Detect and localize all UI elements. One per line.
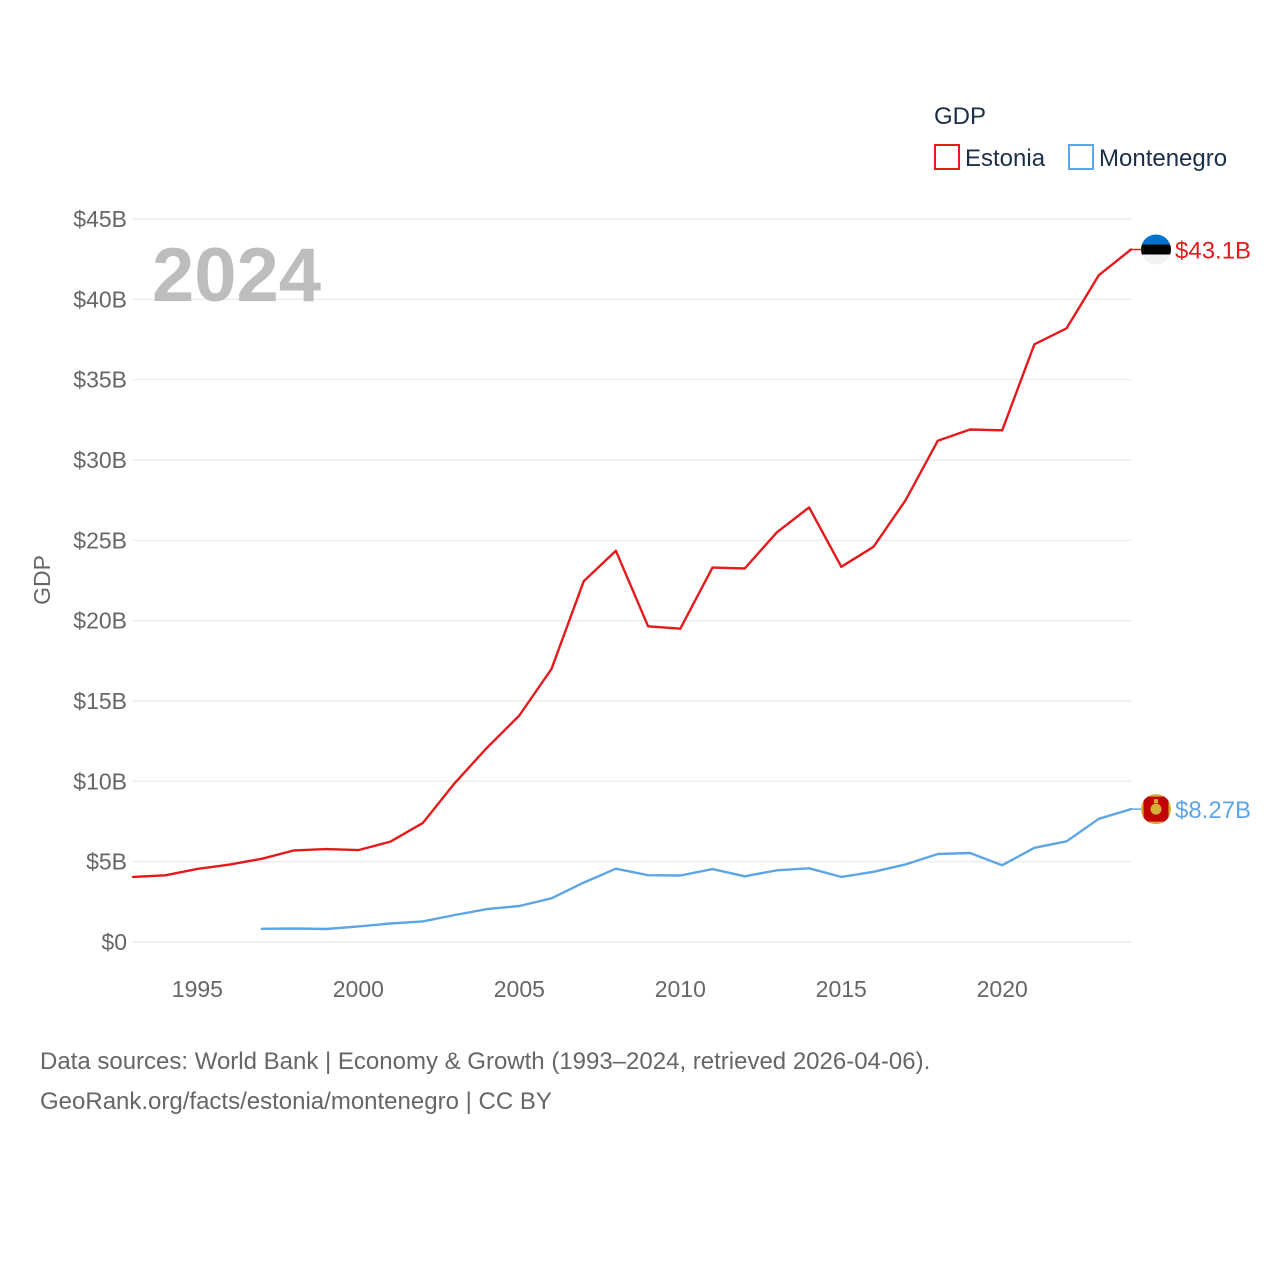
gdp-line-chart: $0 $5B $10B $15B $20B $25B $30B $35B $40B $45B 19…: [29, 103, 1251, 1002]
legend-label-estonia: Estonia: [965, 145, 1046, 172]
y-tick-label: $20B: [73, 608, 127, 634]
series-line-estonia: [131, 248, 1133, 879]
estonia-flag-icon: [1141, 234, 1171, 265]
legend[interactable]: GDP Estonia Montenegro: [934, 103, 1227, 172]
y-tick-label: $35B: [73, 367, 127, 393]
x-tick-label: 2000: [333, 976, 384, 1002]
x-tick-label: 2010: [655, 976, 706, 1002]
series-lines: [131, 248, 1133, 931]
series-end-markers: $43.1B $8.27B: [1131, 234, 1251, 825]
y-tick-label: $10B: [73, 768, 127, 794]
y-axis-ticks: $0 $5B $10B $15B $20B $25B $30B $35B $40B $45B: [73, 206, 127, 955]
gridlines: [133, 218, 1131, 943]
y-tick-label: $30B: [73, 447, 127, 473]
legend-swatch-estonia: [934, 144, 960, 170]
x-tick-label: 2015: [816, 976, 867, 1002]
legend-item-montenegro[interactable]: Montenegro: [1068, 144, 1227, 172]
y-tick-label: $5B: [86, 849, 127, 875]
x-tick-label: 2020: [977, 976, 1028, 1002]
x-tick-label: 2005: [494, 976, 545, 1002]
source-note: Data sources: World Bank | Economy & Gro…: [40, 1042, 930, 1122]
y-tick-label: $25B: [73, 527, 127, 553]
legend-swatch-montenegro: [1068, 144, 1094, 170]
source-line-2[interactable]: GeoRank.org/facts/estonia/montenegro | C…: [40, 1088, 552, 1115]
y-tick-label: $40B: [73, 286, 127, 312]
y-axis-label: GDP: [29, 555, 55, 605]
source-line-1: Data sources: World Bank | Economy & Gro…: [40, 1048, 931, 1075]
end-value-label-estonia: $43.1B: [1175, 238, 1251, 265]
legend-item-estonia[interactable]: Estonia: [934, 144, 1046, 172]
y-tick-label: $0: [101, 929, 127, 955]
x-tick-label: 1995: [172, 976, 223, 1002]
y-tick-label: $15B: [73, 688, 127, 714]
montenegro-flag-icon: [1141, 794, 1171, 825]
legend-title: GDP: [934, 103, 986, 130]
x-axis-ticks: 1995 2000 2005 2010 2015 2020: [172, 976, 1028, 1002]
year-label: 2024: [152, 233, 321, 318]
y-tick-label: $45B: [73, 206, 127, 232]
end-value-label-montenegro: $8.27B: [1175, 797, 1251, 824]
legend-label-montenegro: Montenegro: [1099, 145, 1227, 172]
series-line-montenegro: [260, 807, 1133, 931]
